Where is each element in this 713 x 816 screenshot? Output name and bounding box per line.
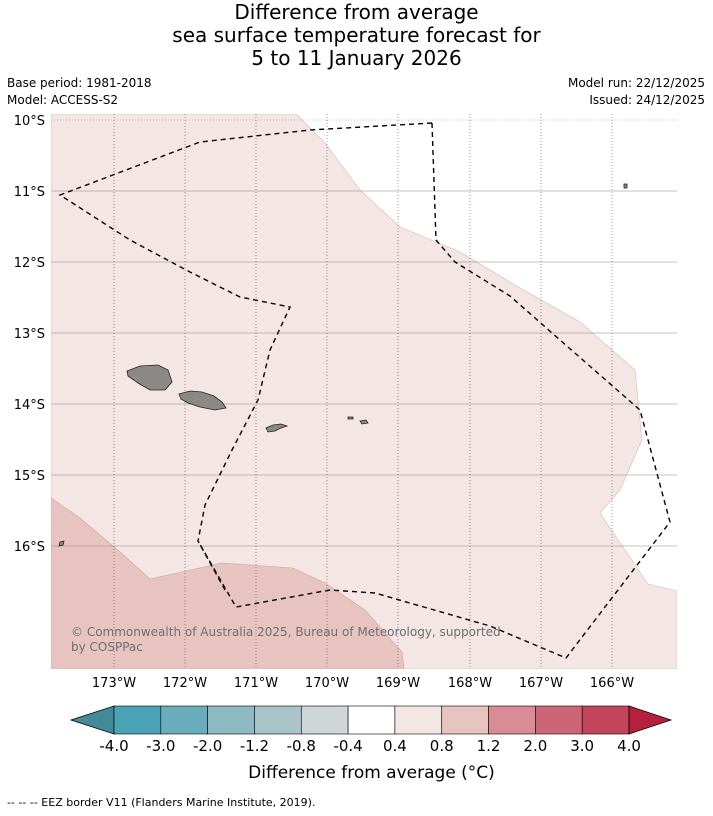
eez-footnote: -- -- -- EEZ border V11 (Flanders Marine… xyxy=(7,796,316,809)
lon-label: 167°W xyxy=(519,676,563,691)
small-island xyxy=(623,183,628,189)
colorbar-swatch xyxy=(254,705,302,735)
copyright-credit: © Commonwealth of Australia 2025, Bureau… xyxy=(71,625,501,654)
colorbar-swatch xyxy=(488,705,536,735)
colorbar-swatch xyxy=(581,705,630,735)
colorbar-swatch xyxy=(300,705,349,735)
lat-label: 14°S xyxy=(14,398,45,413)
title-line-3: 5 to 11 January 2026 xyxy=(251,46,462,70)
colorbar-tick-label: 0.4 xyxy=(383,737,407,755)
model-name: Model: ACCESS-S2 xyxy=(7,93,119,107)
graticule xyxy=(51,114,677,669)
base-period: Base period: 1981-2018 xyxy=(7,76,152,90)
colorbar-swatch xyxy=(160,705,208,735)
eez-borders xyxy=(58,122,671,659)
colorbar-extend-low xyxy=(69,705,115,735)
lon-label: 169°W xyxy=(376,676,420,691)
colorbar-tick-label: 1.2 xyxy=(477,737,501,755)
colorbar-swatch xyxy=(113,705,162,735)
lon-labels: 173°W 172°W 171°W 170°W 169°W 168°W 167°… xyxy=(92,676,634,691)
colorbar-tick-label: -0.4 xyxy=(333,737,362,755)
colorbar-tick-label: -3.0 xyxy=(146,737,175,755)
colorbar-tick-label: -0.8 xyxy=(287,737,316,755)
eez-samoa xyxy=(58,122,433,591)
lat-label: 10°S xyxy=(14,114,45,129)
lon-label: 173°W xyxy=(92,676,136,691)
lat-label: 12°S xyxy=(14,256,45,271)
title-line-2: sea surface temperature forecast for xyxy=(172,23,541,47)
small-island xyxy=(58,540,65,547)
lon-label: 172°W xyxy=(163,676,207,691)
title-line-1: Difference from average xyxy=(234,0,479,24)
colorbar-tick-label: 0.8 xyxy=(430,737,454,755)
upolu-island xyxy=(178,390,227,411)
lon-label: 168°W xyxy=(448,676,492,691)
colorbar-tick-label: 3.0 xyxy=(570,737,594,755)
tau-island xyxy=(359,419,369,425)
colorbar-swatch xyxy=(347,705,396,735)
lon-label: 171°W xyxy=(234,676,278,691)
colorbar-tick-label: -4.0 xyxy=(99,737,128,755)
colorbar-extend-high xyxy=(628,705,673,735)
colorbar-swatch xyxy=(207,705,255,735)
colorbar-swatch xyxy=(535,705,583,735)
lat-label: 16°S xyxy=(14,540,45,555)
colorbar: -4.0 -3.0 -2.0 -1.2 -0.8 -0.4 0.4 0.8 1.2 2.0 3.0 4… xyxy=(69,705,673,755)
map-plot-area xyxy=(51,114,677,669)
tutuila-island xyxy=(265,423,289,433)
colorbar-title: Difference from average (°C) xyxy=(248,763,495,783)
ofu-island xyxy=(347,416,354,420)
colorbar-tick-label: 2.0 xyxy=(523,737,547,755)
colorbar-tick-label: 4.0 xyxy=(617,737,641,755)
colorbar-tick-label: -1.2 xyxy=(240,737,269,755)
islands xyxy=(58,183,628,547)
model-run: Model run: 22/12/2025 xyxy=(567,76,705,90)
anomaly-region-0-4-to-0-8 xyxy=(51,114,677,669)
issued-date: Issued: 24/12/2025 xyxy=(589,93,705,107)
anomaly-region-0-8-to-1-2 xyxy=(51,497,405,669)
lat-label: 15°S xyxy=(14,469,45,484)
lat-labels: 10°S 11°S 12°S 13°S 14°S 15°S 16°S xyxy=(14,114,45,555)
lon-label: 170°W xyxy=(305,676,349,691)
lat-label: 13°S xyxy=(14,327,45,342)
colorbar-swatch xyxy=(441,705,489,735)
eez-american-samoa xyxy=(197,122,671,659)
colorbar-tick-label: -2.0 xyxy=(193,737,222,755)
savaii-island xyxy=(126,364,173,391)
lon-label: 166°W xyxy=(590,676,634,691)
colorbar-swatch xyxy=(394,705,443,735)
lat-label: 11°S xyxy=(14,185,45,200)
